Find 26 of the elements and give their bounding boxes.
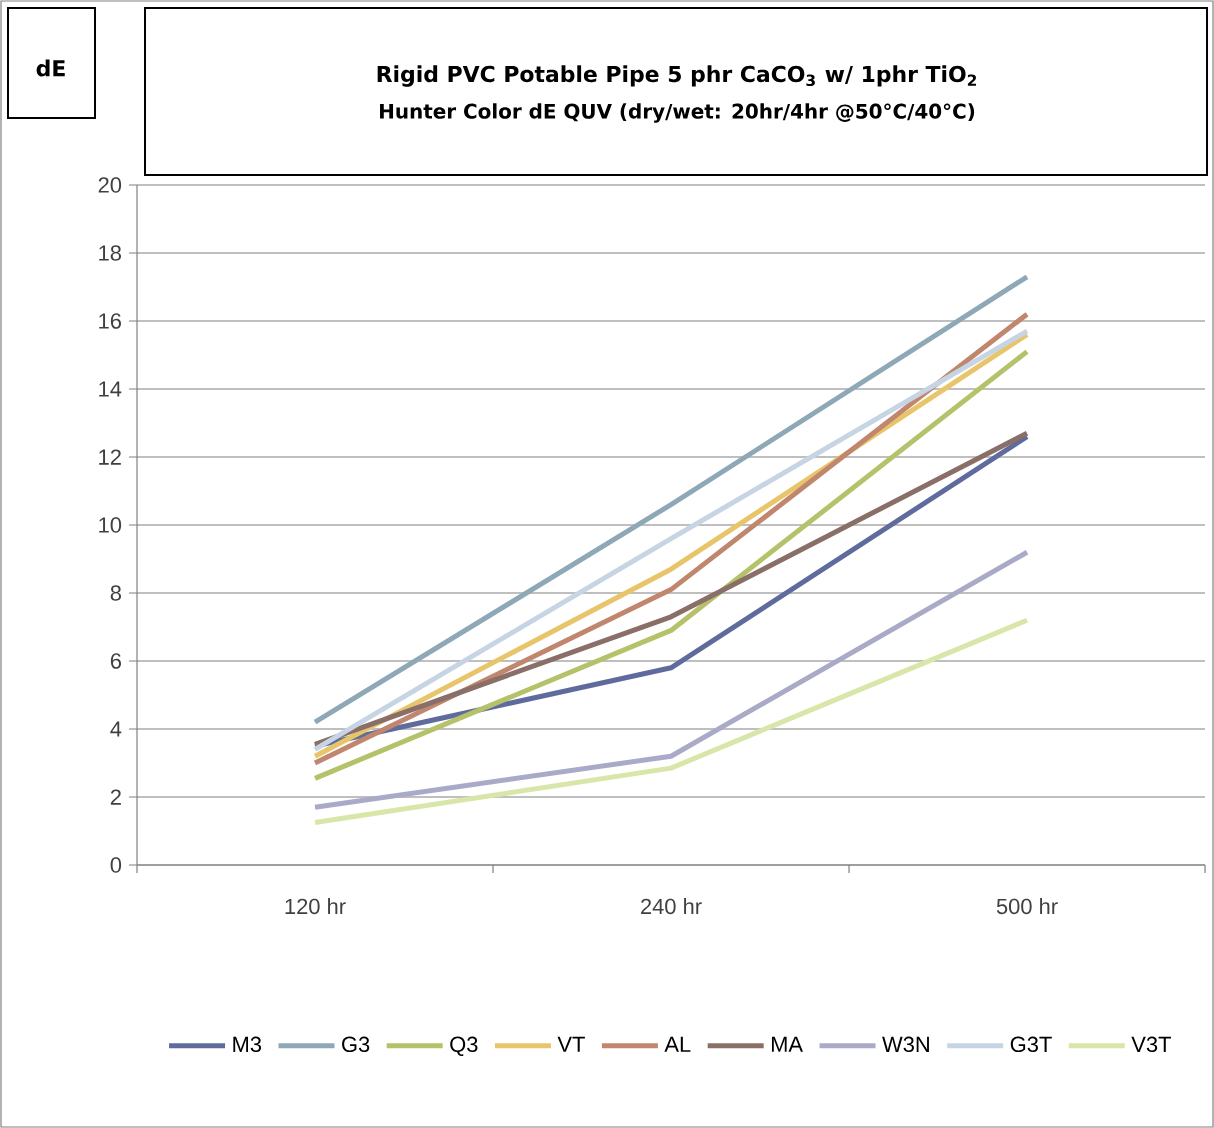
x-tick-label: 120 hr bbox=[285, 898, 346, 915]
chart-title: Rigid PVC Potable Pipe 5 phr CaCO$_{3}$ w/ 1phr TiO$_{2}$ bbox=[377, 65, 977, 87]
legend-label: V3T bbox=[1131, 1036, 1171, 1053]
legend-label: M3 bbox=[233, 1036, 262, 1053]
legend-label: G3 bbox=[342, 1036, 370, 1053]
y-tick-label: 10 bbox=[99, 517, 122, 533]
y-tick-label: 20 bbox=[98, 177, 122, 193]
legend-label: MA bbox=[771, 1036, 803, 1052]
y-tick-label: 16 bbox=[99, 313, 121, 329]
y-tick-label: 12 bbox=[99, 449, 121, 465]
y-tick-label: 2 bbox=[110, 789, 121, 805]
legend-label: W3N bbox=[882, 1036, 929, 1053]
y-axis-title: dE bbox=[36, 59, 65, 77]
y-tick-label: 8 bbox=[110, 585, 121, 601]
x-tick-label: 240 hr bbox=[641, 898, 702, 915]
legend-label: Q3 bbox=[450, 1036, 478, 1057]
y-tick-label: 14 bbox=[99, 381, 122, 397]
y-tick-label: 0 bbox=[110, 857, 122, 873]
y-tick-label: 6 bbox=[110, 653, 121, 669]
y-tick-label: 18 bbox=[99, 245, 121, 261]
y-tick-label: 4 bbox=[110, 721, 122, 737]
x-tick-label: 500 hr bbox=[996, 898, 1058, 915]
chart-subtitle: Hunter Color dE QUV (dry/wet: 20hr/4hr @50°C/40°C) bbox=[380, 103, 975, 123]
legend-label: G3T bbox=[1010, 1036, 1052, 1053]
legend-label: VT bbox=[557, 1036, 585, 1052]
legend-label: AL bbox=[664, 1036, 691, 1052]
